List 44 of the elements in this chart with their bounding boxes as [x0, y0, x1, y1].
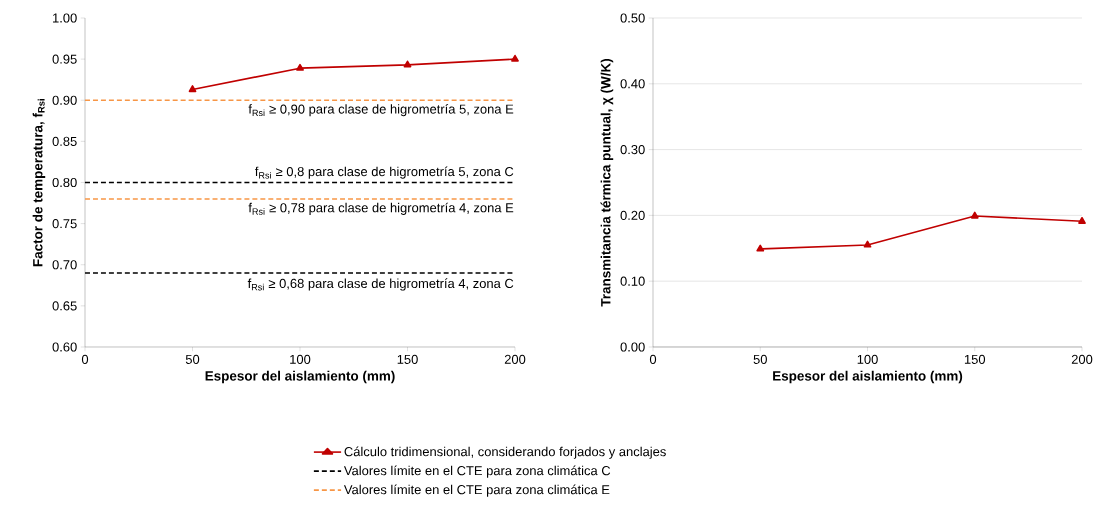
point [188, 85, 197, 93]
y-axis-title: Transmitancia térmica puntual, χ (W/K) [600, 58, 614, 307]
point [970, 211, 979, 219]
y-tick-label: 0.10 [620, 276, 645, 286]
y-tick-label: 0.75 [52, 219, 77, 229]
annotation: f$_{Rsi}$ ≥ 0,68 para clase de higrometría 4, zona C [247, 278, 514, 291]
x-tick-label: 200 [1071, 354, 1093, 364]
y-tick-label: 0.90 [52, 95, 77, 105]
legend-label: Cálculo tridimensional, considerando forjados y anclajes [344, 446, 666, 459]
point [756, 244, 765, 252]
y-tick-label: 0.60 [52, 342, 77, 352]
x-tick-label: 100 [857, 354, 878, 364]
y-tick-label: 0.30 [620, 145, 645, 155]
y-tick-label: 1.00 [53, 13, 77, 23]
x-tick-label: 50 [185, 354, 200, 364]
y-tick-label: 0.70 [52, 260, 77, 270]
point [296, 63, 304, 71]
y-tick-label: 0.80 [52, 177, 77, 188]
annotation: f$_{Rsi}$ ≥ 0,90 para clase de higrometría 5, zona E [248, 104, 514, 117]
point [511, 54, 519, 62]
x-tick-label: 50 [753, 354, 767, 364]
legend-label: Valores límite en el CTE para zona climática C [343, 465, 611, 478]
annotation: f$_{Rsi}$ ≥ 0,78 para clase de higrometría 4, zona E [248, 202, 514, 215]
x-axis-title: Espesor del aislamiento (mm) [205, 370, 395, 384]
y-axis-title: Factor de temperatura, f$_{Rsi}$ [32, 99, 46, 267]
x-tick-label: 0 [649, 354, 657, 364]
y-tick-label: 0.85 [52, 136, 77, 146]
y-tick-label: 0.65 [52, 301, 77, 311]
y-tick-label: 0.50 [620, 13, 645, 23]
point [863, 240, 872, 248]
x-tick-label: 150 [964, 354, 986, 364]
point [1078, 216, 1086, 224]
legend-label: Valores límite en el CTE para zona climática E [343, 484, 610, 497]
point [403, 60, 412, 68]
y-tick-label: 0.00 [620, 342, 645, 352]
y-tick-label: 0.40 [620, 79, 645, 89]
x-tick-label: 200 [504, 354, 526, 364]
y-tick-label: 0.95 [52, 54, 77, 64]
x-tick-label: 100 [290, 354, 311, 364]
annotation: f$_{Rsi}$ ≥ 0,8 para clase de higrometría 5, zona C [255, 166, 514, 179]
x-tick-label: 0 [81, 354, 89, 364]
y-tick-label: 0.20 [620, 210, 645, 220]
x-tick-label: 150 [397, 354, 418, 364]
x-axis-title: Espesor del aislamiento (mm) [773, 370, 963, 384]
